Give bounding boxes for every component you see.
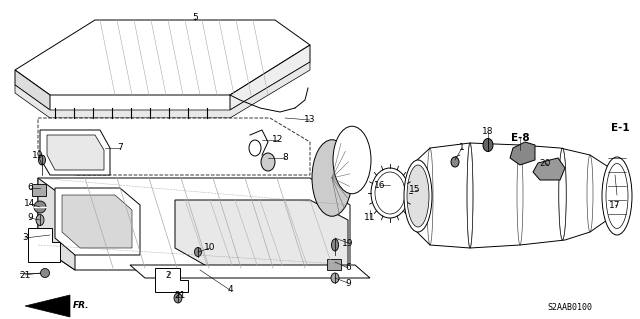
Text: 15: 15 — [409, 186, 420, 195]
Ellipse shape — [404, 160, 432, 232]
Text: FR.: FR. — [73, 301, 90, 310]
Polygon shape — [28, 228, 60, 262]
Text: 12: 12 — [272, 136, 284, 145]
FancyBboxPatch shape — [327, 259, 341, 270]
Ellipse shape — [606, 164, 628, 228]
Ellipse shape — [195, 248, 202, 256]
Ellipse shape — [261, 153, 275, 171]
FancyBboxPatch shape — [32, 184, 46, 196]
Polygon shape — [38, 178, 75, 270]
Polygon shape — [175, 200, 348, 268]
Ellipse shape — [333, 126, 371, 194]
Text: 9: 9 — [27, 213, 33, 222]
Ellipse shape — [602, 157, 632, 235]
Polygon shape — [15, 62, 310, 118]
Text: 20: 20 — [540, 159, 550, 167]
Polygon shape — [15, 20, 310, 95]
Text: 1: 1 — [459, 144, 465, 152]
Text: 21: 21 — [19, 271, 31, 279]
Text: 18: 18 — [483, 128, 493, 137]
Ellipse shape — [407, 165, 429, 227]
Text: 11: 11 — [364, 213, 376, 222]
Ellipse shape — [371, 168, 409, 218]
Text: 9: 9 — [345, 278, 351, 287]
Ellipse shape — [34, 201, 46, 213]
Text: 3: 3 — [22, 234, 28, 242]
Polygon shape — [510, 142, 535, 165]
Text: 17: 17 — [609, 201, 621, 210]
Polygon shape — [55, 188, 140, 255]
Text: E-1: E-1 — [611, 123, 629, 133]
Polygon shape — [62, 195, 132, 248]
Polygon shape — [15, 70, 50, 110]
Text: 8: 8 — [282, 153, 288, 162]
Ellipse shape — [249, 140, 261, 156]
Ellipse shape — [483, 138, 493, 152]
Text: 19: 19 — [342, 239, 354, 248]
Text: 10: 10 — [204, 243, 216, 253]
Text: S2AAB0100: S2AAB0100 — [547, 303, 593, 313]
Ellipse shape — [331, 273, 339, 283]
Polygon shape — [533, 158, 565, 180]
Text: 13: 13 — [304, 115, 316, 124]
Text: 2: 2 — [165, 271, 171, 279]
Polygon shape — [25, 295, 70, 317]
Text: E-8: E-8 — [511, 133, 529, 143]
Polygon shape — [47, 135, 104, 170]
Ellipse shape — [451, 157, 459, 167]
Text: 5: 5 — [192, 13, 198, 23]
Ellipse shape — [332, 239, 339, 251]
Text: 7: 7 — [117, 144, 123, 152]
Polygon shape — [130, 265, 370, 278]
Text: 21: 21 — [174, 291, 186, 300]
Polygon shape — [230, 45, 310, 110]
Polygon shape — [415, 143, 615, 248]
Ellipse shape — [375, 172, 405, 214]
Ellipse shape — [38, 155, 45, 165]
Polygon shape — [40, 130, 110, 175]
Text: 6: 6 — [27, 183, 33, 192]
Text: 16: 16 — [374, 181, 386, 189]
Polygon shape — [155, 268, 188, 292]
Ellipse shape — [174, 293, 182, 303]
Ellipse shape — [36, 214, 44, 226]
Text: 14: 14 — [24, 199, 36, 209]
Text: 19: 19 — [32, 151, 44, 160]
Ellipse shape — [312, 140, 352, 216]
Polygon shape — [38, 178, 350, 270]
Text: 6: 6 — [345, 263, 351, 272]
Text: 4: 4 — [227, 286, 233, 294]
Polygon shape — [38, 118, 310, 175]
Ellipse shape — [40, 269, 49, 278]
